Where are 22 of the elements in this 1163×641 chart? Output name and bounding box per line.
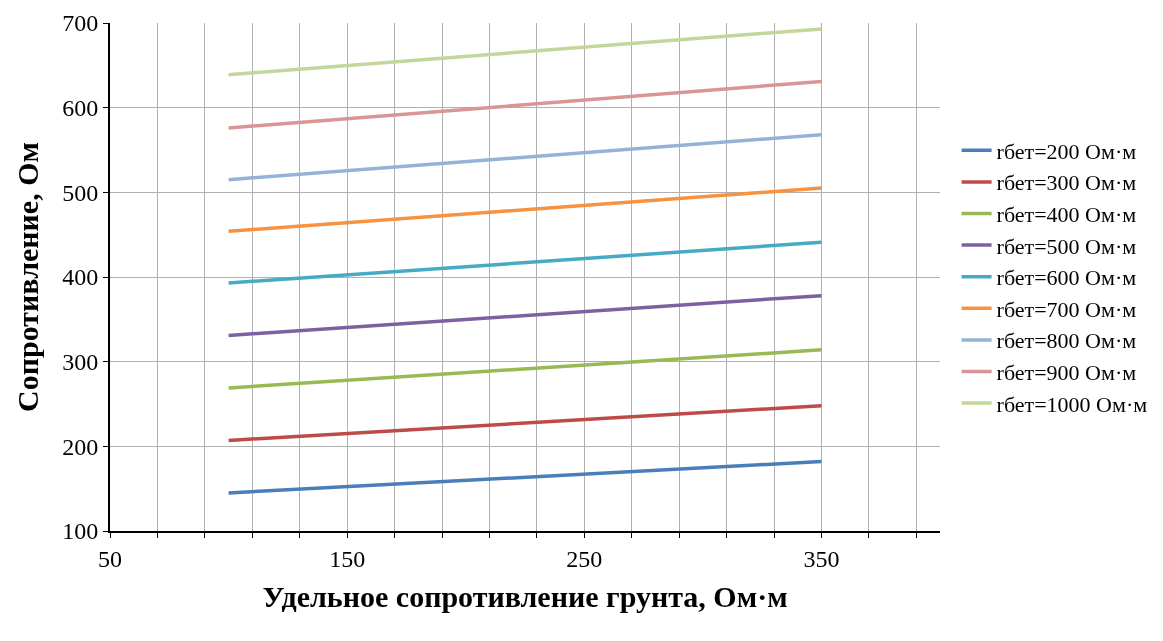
legend-label: rбет=500 Ом·м — [996, 233, 1137, 259]
legend-label: rбет=900 Ом·м — [996, 360, 1137, 386]
x-axis-title: Удельное сопротивление грунта, Ом·м — [262, 579, 788, 613]
y-axis-title: Сопротивление, Ом — [10, 142, 44, 412]
legend-label: rбет=200 Ом·м — [996, 138, 1137, 164]
y-tick-label: 300 — [62, 349, 99, 376]
y-tick-label: 700 — [62, 10, 99, 37]
legend-label: rбет=1000 Ом·м — [996, 391, 1148, 417]
y-tick-label: 500 — [62, 179, 99, 206]
legend-label: rбет=300 Ом·м — [996, 170, 1137, 196]
x-tick-label: 150 — [329, 545, 366, 572]
y-tick-label: 200 — [62, 433, 99, 460]
x-tick-label: 350 — [803, 545, 840, 572]
x-tick-label: 250 — [566, 545, 603, 572]
legend-label: rбет=400 Ом·м — [996, 202, 1137, 228]
y-tick-label: 600 — [62, 95, 99, 122]
y-tick-label: 100 — [62, 518, 99, 545]
legend-label: rбет=800 Ом·м — [996, 328, 1137, 354]
legend-label: rбет=600 Ом·м — [996, 265, 1137, 291]
legend-label: rбет=700 Ом·м — [996, 296, 1137, 322]
y-tick-label: 400 — [62, 264, 99, 291]
x-tick-label: 50 — [98, 545, 122, 572]
